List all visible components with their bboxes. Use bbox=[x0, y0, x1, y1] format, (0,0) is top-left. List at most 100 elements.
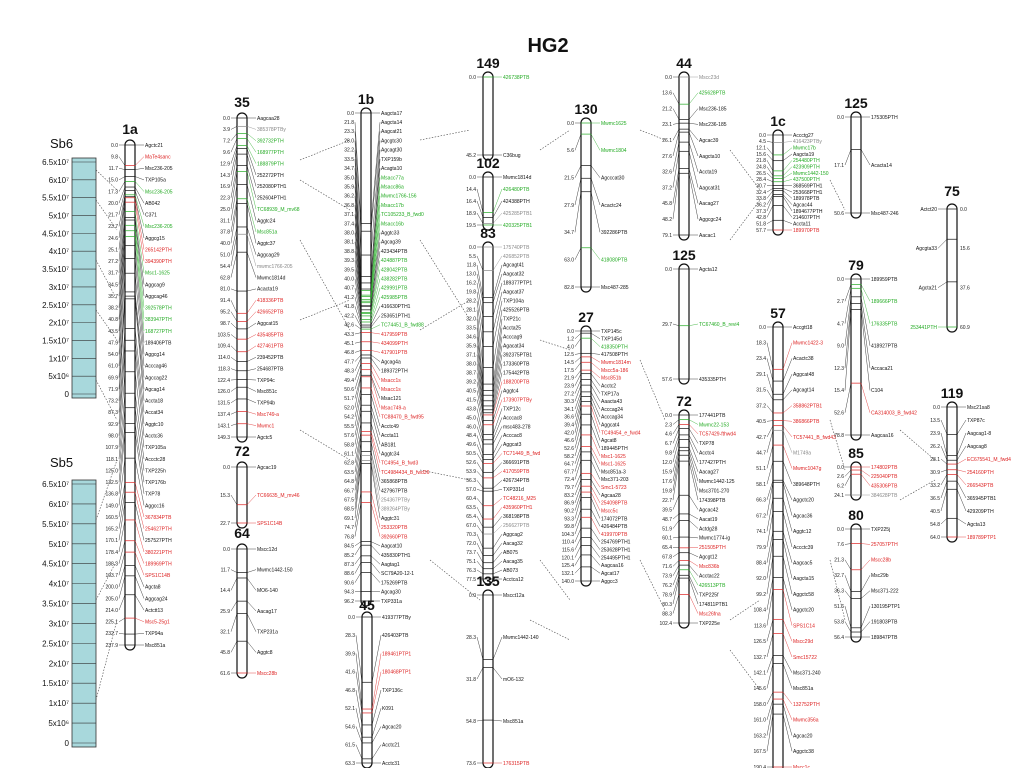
marker-label: Aggcat3 bbox=[503, 442, 522, 448]
marker-position: 69.9 bbox=[108, 375, 118, 381]
marker-position: 71.9 bbox=[108, 387, 118, 393]
marker-connector bbox=[370, 306, 381, 326]
marker-label: TXP176b bbox=[145, 480, 166, 486]
marker-label: 392578PTH bbox=[145, 306, 172, 312]
marker-connector bbox=[688, 455, 699, 491]
marker-label: SPS1C14B bbox=[257, 521, 283, 527]
marker-connector bbox=[492, 264, 503, 298]
position-connector bbox=[354, 541, 362, 546]
marker-position: 113.6 bbox=[754, 623, 766, 629]
marker-label: 380221PTH bbox=[145, 550, 172, 556]
marker-label: Msac121 bbox=[381, 396, 402, 402]
marker-label: Msacc17b bbox=[381, 203, 404, 209]
marker-position: 63.5 bbox=[466, 505, 476, 511]
marker-position: 4.6 bbox=[665, 432, 672, 438]
position-connector bbox=[354, 502, 362, 537]
position-connector bbox=[118, 407, 126, 471]
marker-connector bbox=[246, 387, 257, 392]
marker-label: Mwmc1442-150 bbox=[793, 171, 829, 177]
marker-position: 48.7 bbox=[662, 517, 672, 523]
position-connector bbox=[118, 186, 126, 204]
marker-position: 34.7 bbox=[564, 230, 574, 236]
marker-label: 188200PTB bbox=[503, 379, 530, 385]
position-connector bbox=[844, 559, 852, 570]
marker-position: 131.5 bbox=[217, 401, 230, 407]
marker-label: Msc851b bbox=[601, 376, 622, 382]
marker-position: 79.1 bbox=[662, 233, 672, 239]
position-connector bbox=[476, 255, 484, 271]
marker-connector bbox=[492, 498, 503, 506]
marker-position: 64.0 bbox=[930, 535, 940, 541]
marker-position: 74.7 bbox=[344, 525, 354, 531]
chromosome-name: 80 bbox=[848, 507, 864, 523]
marker-label: C104 bbox=[871, 388, 883, 394]
chromosome-57: 57 Accgtt18 0.0 Mwmc1422-3 18.3 Acactc38 23.4 A… bbox=[753, 305, 836, 768]
marker-position: 45.0 bbox=[466, 415, 476, 421]
position-connector bbox=[940, 419, 948, 435]
sorghum-tick-label: 3x10⁷ bbox=[49, 283, 69, 292]
marker-position: 0.0 bbox=[665, 413, 672, 419]
marker-connector bbox=[492, 282, 503, 317]
marker-connector bbox=[370, 297, 381, 323]
position-connector bbox=[766, 358, 774, 382]
marker-connector bbox=[492, 200, 503, 218]
marker-position: 76.3 bbox=[466, 568, 476, 574]
marker-position: 58.8 bbox=[344, 442, 354, 448]
position-connector bbox=[766, 531, 774, 563]
marker-label: 384628PTB bbox=[871, 493, 898, 499]
marker-position: 35.9 bbox=[344, 184, 354, 190]
marker-position: 64.7 bbox=[564, 462, 574, 468]
marker-connector bbox=[782, 179, 793, 182]
marker-connector bbox=[782, 405, 793, 414]
marker-label: Aggcat48 bbox=[793, 372, 814, 378]
position-connector bbox=[766, 714, 774, 752]
chromosome-name: 35 bbox=[234, 94, 250, 110]
marker-connector bbox=[782, 511, 793, 548]
marker-label: 417959PTB bbox=[381, 332, 408, 338]
marker-label: Aggtc31 bbox=[381, 516, 400, 522]
marker-connector bbox=[688, 92, 699, 105]
marker-connector bbox=[134, 197, 145, 250]
marker-label: 368569PTH1 bbox=[793, 183, 823, 189]
marker-label: 225040PTB bbox=[871, 474, 898, 480]
marker-label: 254367PTBy bbox=[381, 498, 410, 504]
homology-link bbox=[639, 559, 666, 611]
marker-label: 254627PTH bbox=[145, 527, 172, 533]
marker-connector bbox=[370, 159, 381, 283]
marker-position: 51.6 bbox=[834, 604, 844, 610]
position-connector bbox=[476, 354, 484, 406]
chromosome-83: 83 175740PTB 0.0 426852PTB 5.5 Agcagt41 11.8 Aa… bbox=[466, 225, 540, 585]
marker-position: 73.6 bbox=[466, 761, 476, 767]
position-connector bbox=[354, 357, 362, 371]
marker-label: Aagcat37 bbox=[503, 290, 524, 296]
position-connector bbox=[766, 699, 774, 720]
marker-connector bbox=[492, 507, 503, 520]
marker-label: Aagcag8 bbox=[967, 444, 987, 450]
marker-connector bbox=[246, 133, 257, 141]
marker-label: TXP159b bbox=[381, 157, 402, 163]
chromosome-1b: 1b Aagcta17 0.0 Aagcta14 21.8 Aagcat21 23.3 Agc… bbox=[344, 91, 430, 607]
marker-connector bbox=[134, 236, 145, 332]
position-connector bbox=[766, 160, 774, 171]
marker-label: Msc1-1625 bbox=[601, 454, 626, 460]
position-connector bbox=[672, 434, 680, 453]
position-connector bbox=[230, 133, 238, 141]
marker-position: 63.0 bbox=[564, 257, 574, 263]
marker-label: Actctt13 bbox=[145, 608, 163, 614]
marker-connector bbox=[492, 372, 503, 413]
marker-position: 28.1 bbox=[930, 457, 940, 463]
marker-label: 435306PTB bbox=[871, 483, 898, 489]
position-connector bbox=[672, 578, 680, 605]
marker-position: 66.7 bbox=[344, 488, 354, 494]
marker-label: Acctc49 bbox=[381, 424, 399, 430]
position-connector bbox=[354, 332, 362, 335]
marker-position: 26.5 bbox=[756, 171, 766, 177]
marker-label: 175740PTB bbox=[503, 245, 530, 251]
marker-connector bbox=[134, 194, 145, 227]
marker-label: 174072PTB bbox=[601, 516, 628, 522]
marker-connector bbox=[688, 428, 699, 444]
sorghum-bars: Sb6 6.5x10⁷ 6x10⁷ 5.5x10⁷ 5x10⁷ 4.5x10⁷ 4x10⁷ 3… bbox=[42, 136, 97, 748]
marker-label: Aagcta19 bbox=[793, 152, 814, 158]
